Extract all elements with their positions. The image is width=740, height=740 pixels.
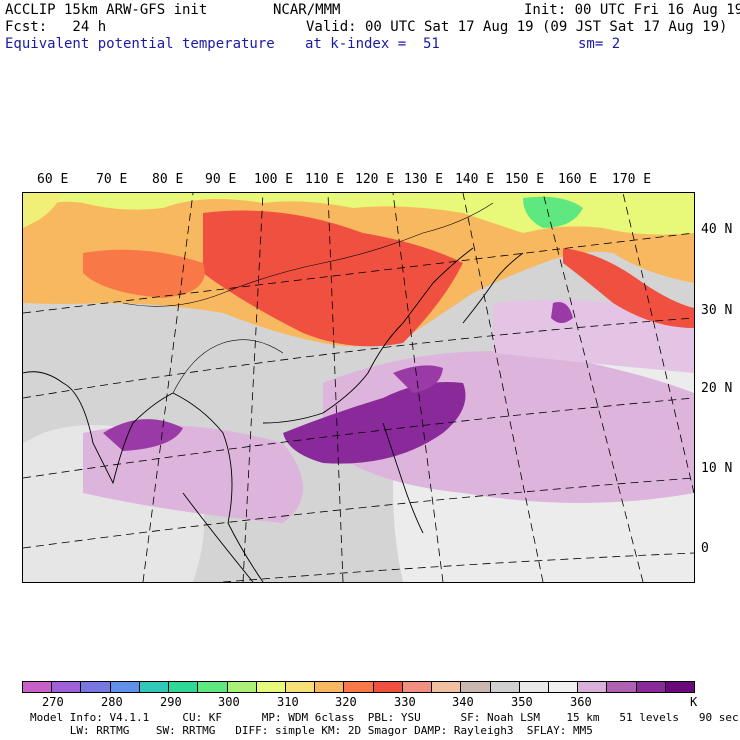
colorbar-unit: K bbox=[690, 695, 698, 709]
colorbar-tick: 270 bbox=[42, 695, 64, 709]
colorbar-swatch bbox=[344, 682, 374, 692]
sumatra-coast bbox=[182, 492, 254, 582]
lon-label: 170 E bbox=[612, 172, 652, 187]
india-coast bbox=[62, 382, 174, 485]
lat-line-30 bbox=[23, 317, 694, 399]
colorbar bbox=[22, 681, 695, 693]
colorbar-swatch bbox=[519, 682, 549, 692]
colorbar-swatch bbox=[578, 682, 608, 692]
border-line bbox=[172, 339, 284, 394]
colorbar-tick: 310 bbox=[277, 695, 299, 709]
borders bbox=[122, 202, 494, 394]
arabia-coast bbox=[23, 371, 64, 384]
field-name: Equivalent potential temperature bbox=[5, 36, 275, 52]
colorbar-tick: 280 bbox=[101, 695, 123, 709]
coastlines bbox=[23, 247, 524, 582]
colorbar-tick: 300 bbox=[218, 695, 240, 709]
colorbar-swatch bbox=[110, 682, 140, 692]
lon-line bbox=[392, 193, 444, 582]
philippines-coast bbox=[382, 422, 424, 534]
field-patch bbox=[203, 210, 463, 347]
colorbar-tick: 360 bbox=[570, 695, 592, 709]
china-coast bbox=[262, 247, 474, 424]
lon-line bbox=[542, 193, 644, 582]
valid-time: Valid: 00 UTC Sat 17 Aug 19 (09 JST Sat … bbox=[306, 19, 728, 35]
colorbar-tick: 320 bbox=[335, 695, 357, 709]
lon-label: 90 E bbox=[205, 172, 237, 187]
colorbar-swatch bbox=[315, 682, 345, 692]
organization: NCAR/MMM bbox=[273, 2, 341, 18]
theta-e-map bbox=[22, 192, 695, 583]
lon-label: 140 E bbox=[455, 172, 495, 187]
colorbar-swatch bbox=[461, 682, 491, 692]
colorbar-swatch bbox=[169, 682, 199, 692]
colorbar-swatch bbox=[256, 682, 286, 692]
lon-line bbox=[462, 193, 544, 582]
lat-label: 30 N bbox=[701, 303, 733, 318]
colorbar-tick: 340 bbox=[452, 695, 474, 709]
japan-coast bbox=[462, 252, 524, 324]
colorbar-swatch bbox=[490, 682, 520, 692]
colorbar-tick: 330 bbox=[394, 695, 416, 709]
field-patch bbox=[23, 193, 63, 228]
colorbar-swatch bbox=[139, 682, 170, 692]
colorbar-swatch bbox=[636, 682, 666, 692]
colorbar-swatch bbox=[607, 682, 637, 692]
model-title: ACCLIP 15km ARW-GFS init bbox=[5, 2, 208, 18]
colorbar-swatch bbox=[548, 682, 579, 692]
colorbar-swatch bbox=[23, 682, 53, 692]
lon-line bbox=[142, 193, 194, 582]
colorbar-swatch bbox=[198, 682, 228, 692]
lat-label: 20 N bbox=[701, 381, 733, 396]
lon-label: 130 E bbox=[404, 172, 444, 187]
colorbar-swatch bbox=[52, 682, 82, 692]
lon-label: 160 E bbox=[558, 172, 598, 187]
colorbar-swatch bbox=[432, 682, 462, 692]
lon-label: 70 E bbox=[96, 172, 128, 187]
lat-label: 0 bbox=[701, 541, 709, 556]
lon-label: 80 E bbox=[152, 172, 184, 187]
lat-line-0 bbox=[222, 552, 694, 582]
lon-label: 150 E bbox=[505, 172, 545, 187]
field-patch bbox=[393, 365, 443, 393]
forecast-hour: Fcst: 24 h bbox=[5, 19, 107, 35]
field-patch bbox=[283, 382, 466, 464]
graticule bbox=[23, 193, 694, 582]
lon-label: 100 E bbox=[254, 172, 294, 187]
model-info-line2: LW: RRTMG SW: RRTMG DIFF: simple KM: 2D … bbox=[30, 724, 593, 737]
field-patch bbox=[551, 302, 573, 323]
indochina-coast bbox=[172, 392, 264, 582]
lat-line-20 bbox=[23, 397, 694, 479]
colorbar-swatch bbox=[373, 682, 403, 692]
smoothing: sm= 2 bbox=[578, 36, 621, 52]
level-index: at k-index = 51 bbox=[305, 36, 440, 52]
colorbar-tick: 350 bbox=[511, 695, 533, 709]
lon-label: 60 E bbox=[37, 172, 69, 187]
colorbar-swatch bbox=[81, 682, 111, 692]
colorbar-tick: 290 bbox=[160, 695, 182, 709]
colorbar-swatch bbox=[285, 682, 316, 692]
field-patch bbox=[83, 249, 205, 298]
lat-line-10 bbox=[23, 477, 694, 549]
map-canvas bbox=[23, 193, 694, 582]
model-info-line1: Model Info: V4.1.1 CU: KF MP: WDM 6class… bbox=[30, 711, 739, 724]
colorbar-swatch bbox=[665, 682, 695, 692]
field-patch bbox=[563, 248, 694, 328]
lon-label: 110 E bbox=[305, 172, 345, 187]
colorbar-swatch bbox=[227, 682, 257, 692]
colorbar-swatch bbox=[402, 682, 433, 692]
lat-label: 10 N bbox=[701, 461, 733, 476]
lat-line-40 bbox=[23, 232, 694, 314]
init-time: Init: 00 UTC Fri 16 Aug 19 bbox=[524, 2, 740, 18]
lat-label: 40 N bbox=[701, 222, 733, 237]
border-line bbox=[122, 202, 494, 307]
lon-label: 120 E bbox=[355, 172, 395, 187]
field-patch bbox=[523, 196, 583, 228]
